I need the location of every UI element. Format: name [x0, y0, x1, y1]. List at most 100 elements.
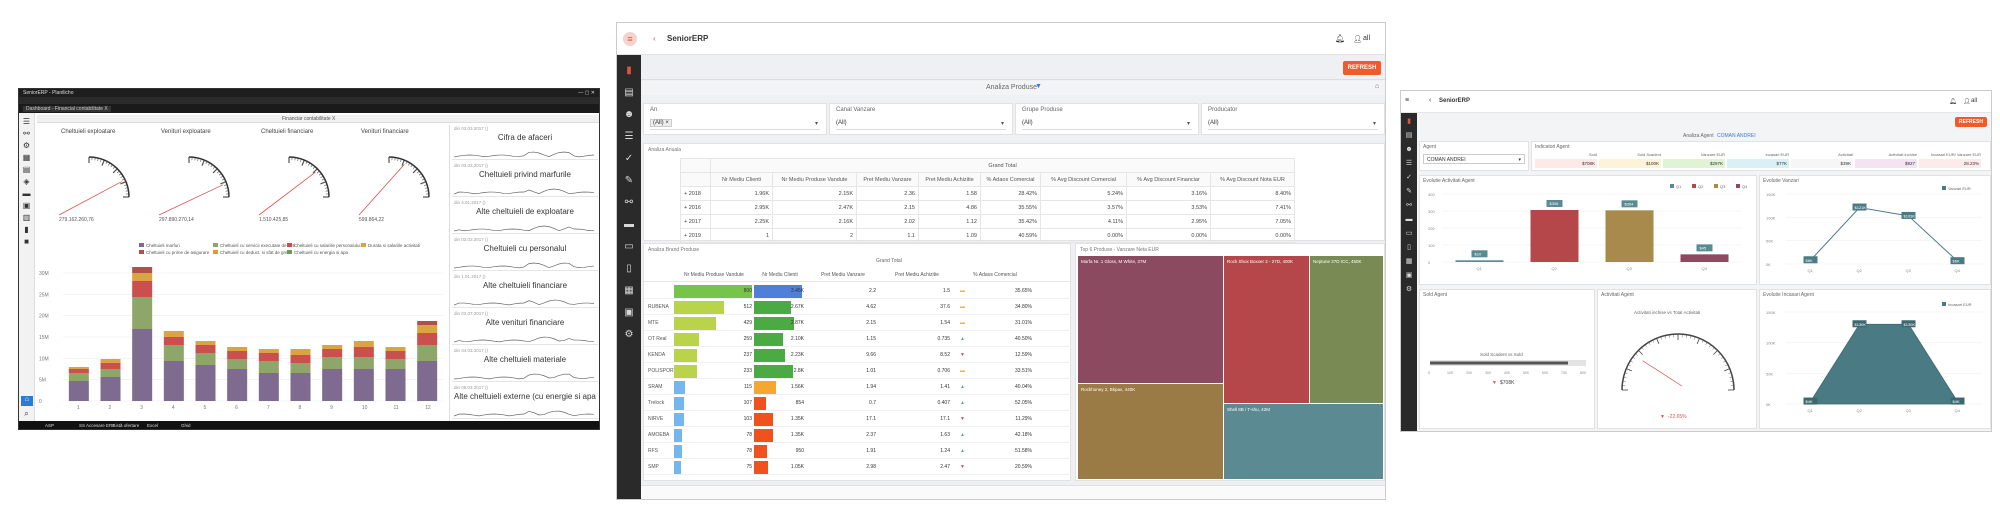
taskbar-item[interactable]: SS Accesare ERP — [79, 423, 116, 428]
filter-select[interactable]: (All) × ▾ — [650, 118, 820, 130]
taskbar-item[interactable]: Listă ofertare — [113, 423, 140, 428]
header-cell[interactable]: Nr Mediu Produse Vandute — [772, 172, 857, 187]
search-icon[interactable]: ⌕ — [24, 409, 29, 418]
chart-icon[interactable]: ▮ — [626, 65, 632, 76]
menu-icon[interactable]: ≡ — [623, 32, 637, 46]
brand-header-cell[interactable]: Nr Mediu Produse Vandute — [684, 272, 744, 278]
link-icon[interactable]: ⚯ — [624, 197, 634, 208]
header-cell[interactable]: % Avg Discount Nota EUR — [1210, 172, 1295, 187]
table-row[interactable]: RFS 78 950 1.91 1.24 ▲ 51.58% — [644, 444, 1072, 459]
check-icon[interactable]: ✓ — [624, 153, 634, 164]
back-icon[interactable]: ‹ — [653, 34, 656, 43]
document-icon[interactable]: ▤ — [22, 165, 31, 174]
treemap-cell[interactable]: Marfa Nr. 1 Gloss, M White, 27M — [1078, 256, 1223, 383]
brand-header-cell[interactable]: Pret Mediu Achizitie — [895, 272, 939, 278]
menu-icon[interactable]: ≡ — [1405, 97, 1410, 104]
document-icon[interactable]: ▤ — [624, 87, 634, 98]
header-cell[interactable]: Nr Mediu Clienti — [710, 172, 773, 187]
check-icon[interactable]: ✓ — [1406, 174, 1412, 181]
user-icon[interactable]: 👤︎ — [1963, 99, 1971, 105]
kpi-cell[interactable]: Sold Scadent $100K — [1599, 152, 1661, 170]
link-icon[interactable]: ⚯ — [1406, 202, 1412, 209]
box-icon[interactable]: ▦ — [22, 153, 31, 162]
home-icon[interactable]: ⌂ — [1375, 83, 1380, 90]
cart-icon[interactable]: ▦ — [1405, 258, 1413, 265]
bell-icon[interactable]: 🔔︎ — [1335, 34, 1346, 43]
file-icon[interactable]: ▯ — [626, 263, 632, 274]
refresh-button[interactable]: REFRESH — [1955, 117, 1987, 127]
tag-icon[interactable]: ◈ — [23, 177, 30, 186]
link-icon[interactable]: ⚯ — [23, 129, 30, 138]
row-year[interactable]: + 2016 — [680, 200, 711, 215]
table-row[interactable]: SRAM 115 1.56K 1.94 1.41 ▲ 40.04% — [644, 380, 1072, 395]
car-icon[interactable]: ▬ — [1405, 216, 1413, 223]
kpi-cell[interactable]: Sold $708K — [1535, 152, 1597, 170]
header-cell[interactable]: % Avg Discount Comercial — [1040, 172, 1127, 187]
header-cell[interactable]: Pret Mediu Achizitie — [918, 172, 981, 187]
kpi-cell[interactable]: Activitati $39K — [1791, 152, 1853, 170]
table-row[interactable]: + 2016 2.95K 2.47K 2.15 4.86 35.55% 3.57% 3.53%… — [680, 200, 1295, 215]
table-row[interactable]: + 2019 1 2 1.1 1.09 40.59% 0.00% 0.00% 0.00% — [680, 228, 1295, 243]
table-row[interactable]: OT Real 259 2.10K 1.15 0.735 ▲ 40.50% — [644, 332, 1072, 347]
chart-icon[interactable]: ▮ — [1407, 118, 1411, 125]
filter-select[interactable]: (All) ▾ — [1022, 118, 1192, 130]
dashboard-tab[interactable]: Dashboard - Financial contabilitate X — [23, 106, 111, 112]
users-icon[interactable]: ☰ — [22, 117, 31, 126]
header-cell[interactable]: % Avg Discount Financiar — [1126, 172, 1211, 187]
table-row[interactable]: SMP 75 1.05K 2.98 2.47 ▼ 20.59% — [644, 460, 1072, 475]
gear-icon[interactable]: ⚙ — [22, 141, 31, 150]
document-icon[interactable]: ▤ — [1405, 132, 1413, 139]
calendar-icon[interactable]: ▣ — [22, 201, 31, 210]
table-row[interactable]: AMOEBA 78 1.35K 2.37 1.63 ▲ 42.18% — [644, 428, 1072, 443]
taskbar-item[interactable]: ASP — [45, 423, 55, 428]
filter-select[interactable]: (All) ▾ — [1208, 118, 1378, 130]
file-icon[interactable]: ▯ — [1407, 244, 1411, 251]
window-controls[interactable]: — ▢ ✕ — [578, 90, 595, 96]
taskbar-item[interactable]: Ghid — [181, 423, 191, 428]
row-year[interactable]: + 2019 — [680, 228, 711, 243]
treemap-cell[interactable]: Neptune 27D ICC, 450K — [1310, 256, 1383, 403]
list-icon[interactable]: ☰ — [624, 131, 634, 142]
users-icon[interactable]: ☻ — [1405, 146, 1413, 153]
users-icon[interactable]: ☻ — [623, 109, 635, 120]
row-year[interactable]: + 2018 — [680, 186, 711, 201]
treemap-cell[interactable]: Rockhoney 2, Bkpax, 440K — [1078, 384, 1223, 479]
gear-icon[interactable]: ⚙ — [624, 329, 634, 340]
back-icon[interactable]: ‹ — [1429, 97, 1432, 104]
brand-header-cell[interactable]: Nr Mediu Clienti — [762, 272, 798, 278]
car-icon[interactable]: ▬ — [624, 219, 634, 230]
kpi-cell[interactable]: Incasari EUR $77K — [1727, 152, 1789, 170]
car-icon[interactable]: ▬ — [22, 189, 31, 198]
table-row[interactable]: Trelock 107 854 0.7 0.407 ▲ 52.05% — [644, 396, 1072, 411]
table-row[interactable]: KENDA 237 2.23K 9.66 8.52 ▼ 12.59% — [644, 348, 1072, 363]
gear-icon[interactable]: ⚙ — [1405, 286, 1413, 293]
kpi-cell[interactable]: Activitati inchise $927 — [1855, 152, 1917, 170]
wrench-icon[interactable]: ✎ — [624, 175, 634, 186]
table-row[interactable]: RUBENA 512 2.67K 4.62 37.6 ▬ 34.80% — [644, 300, 1072, 315]
table-row[interactable]: MTE 429 2.87K 2.15 1.54 ▬ 31.01% — [644, 316, 1072, 331]
bell-icon[interactable]: 🔔︎ — [1949, 99, 1957, 105]
table-row[interactable]: NIRVE 103 1.35K 17.1 17.1 ▼ 11.29% — [644, 412, 1072, 427]
table-row[interactable]: 800 3.45K 2.2 1.5 ▬ 35.65% — [644, 284, 1072, 299]
row-year[interactable]: + 2017 — [680, 214, 711, 229]
list-icon[interactable]: ☰ — [1405, 160, 1413, 167]
chart-icon[interactable]: ▮ — [24, 225, 29, 234]
filter-select[interactable]: (All) ▾ — [836, 118, 1006, 130]
brand-header-cell[interactable]: % Adaos Comercial — [973, 272, 1017, 278]
treemap-cell[interactable]: Shell 8B / T-shu, 42M — [1224, 404, 1383, 479]
table-row[interactable]: + 2018 1.96K 2.15K 2.36 1.58 28.42% 5.24% 3.16%… — [680, 186, 1295, 201]
folder-icon[interactable]: ▭ — [1405, 230, 1413, 237]
refresh-button[interactable]: REFRESH — [1343, 61, 1381, 75]
treemap-cell[interactable]: Rock Shox Boxxer 2 - 27D, 400K — [1224, 256, 1309, 403]
archive-icon[interactable]: ▣ — [1405, 272, 1413, 279]
cart-icon[interactable]: ▦ — [624, 285, 634, 296]
wrench-icon[interactable]: ✎ — [1406, 188, 1412, 195]
user-icon[interactable]: 👤︎ — [1353, 36, 1362, 43]
table-row[interactable]: + 2017 2.25K 2.16K 2.02 1.12 35.42% 4.11% 2.95%… — [680, 214, 1295, 229]
folder-icon[interactable]: ▭ — [624, 241, 634, 252]
archive-icon[interactable]: ▣ — [624, 307, 634, 318]
header-cell[interactable]: Pret Mediu Vanzare — [856, 172, 919, 187]
taskbar-item[interactable]: Excel — [147, 423, 159, 428]
header-cell[interactable]: % Adaos Comercial — [980, 172, 1041, 187]
truck-icon[interactable]: ■ — [24, 237, 29, 246]
